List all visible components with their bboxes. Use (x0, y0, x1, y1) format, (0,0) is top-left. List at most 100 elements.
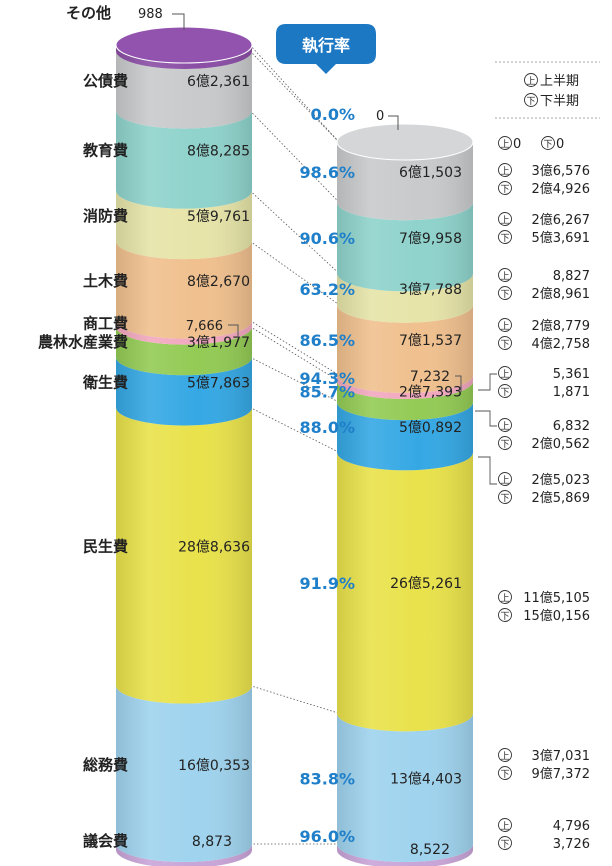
breakdown-bracket-2 (478, 373, 497, 391)
category-name-0: 議会費 (83, 832, 128, 850)
spent-value-5: 7,232 (410, 369, 450, 385)
spent-cylinder (336, 123, 474, 866)
spent-segment-shade-7 (337, 273, 473, 323)
second-half-mark-1: 下 (500, 770, 509, 780)
second-half-value-3: 2億5,869 (532, 490, 591, 506)
second-half-mark-6-circle (498, 336, 512, 350)
first-half-value-0: 4,796 (553, 819, 590, 834)
first-half-value-10: 0 (513, 137, 521, 152)
connector-line-7 (249, 240, 340, 306)
budget-segment-shade-2 (116, 407, 252, 704)
budget-value-1: 16億0,353 (178, 758, 250, 774)
rate-value-3: 88.0% (299, 418, 355, 437)
spent-value-7: 3億7,788 (399, 282, 462, 298)
category-name-8: 教育費 (82, 142, 128, 160)
budget-value-10: 988 (138, 7, 163, 22)
first-half-mark-2-circle (498, 590, 512, 604)
budget-cylinder (115, 26, 253, 866)
budget-value-7: 5億9,761 (187, 209, 250, 225)
chart-labels: 議会費 8,873 総務費 16億0,353 民生費 28億8,636 衛生費 5億7,863… (38, 4, 590, 858)
second-half-mark-3: 下 (500, 494, 509, 504)
second-half-value-9: 2億4,926 (532, 181, 591, 197)
budget-segment-shade-10 (116, 45, 252, 69)
spent-value-10: 0 (376, 109, 384, 124)
connector-line-3 (249, 407, 340, 453)
legend-first-label: 上半期 (540, 74, 579, 89)
second-half-mark-7: 下 (500, 290, 509, 300)
budget-top-cap (115, 26, 253, 64)
legend-second-mark-circle (524, 93, 538, 107)
half-breakdown-2: 上 11億5,105 下 15億0,156 (498, 590, 590, 624)
connector-lines (249, 44, 340, 845)
half-breakdown-7: 上 8,827 下 2億8,961 (498, 268, 591, 302)
second-half-mark-4-circle (498, 436, 512, 450)
category-name-7: 消防費 (83, 207, 128, 225)
connector-line-4 (249, 356, 340, 403)
first-half-mark-9-circle (498, 163, 512, 177)
rate-value-8: 90.6% (299, 229, 355, 248)
spent-value-3: 5億0,892 (399, 420, 462, 436)
rate-value-4: 85.7% (299, 383, 355, 402)
spent-segment-shade-9 (337, 142, 473, 221)
half-breakdown-1: 上 3億7,031 下 9億7,372 (498, 748, 590, 782)
second-half-value-6: 4億2,758 (532, 336, 591, 352)
first-half-mark-1-circle (498, 748, 512, 762)
second-half-value-4: 2億0,562 (532, 436, 591, 452)
first-half-mark-5: 上 (500, 369, 509, 380)
first-half-value-2: 11億5,105 (523, 590, 590, 606)
first-half-mark-8-circle (498, 212, 512, 226)
second-half-mark-5-circle (498, 384, 512, 398)
first-half-mark-8: 上 (500, 215, 509, 226)
spent-segment-shade-5 (337, 375, 473, 400)
first-half-mark-9: 上 (500, 166, 509, 177)
budget-segment-shade-9 (116, 51, 252, 129)
second-half-mark-8: 下 (500, 234, 509, 244)
second-half-mark-9: 下 (500, 185, 509, 195)
half-breakdown-9: 上 3億6,576 下 2億4,926 (498, 163, 591, 197)
spent-value-8: 7億9,958 (399, 231, 462, 247)
second-half-mark-5: 下 (500, 388, 509, 398)
second-half-value-8: 5億3,691 (532, 230, 591, 246)
budget-value-6: 8億2,670 (187, 274, 250, 290)
half-breakdown-8: 上 2億6,267 下 5億3,691 (498, 212, 591, 246)
rate-value-7: 63.2% (299, 280, 355, 299)
spent-value-1: 13億4,403 (390, 772, 462, 788)
half-breakdown-5: 上 5,361 下 1,871 (498, 366, 590, 400)
first-half-mark-10-circle (498, 136, 512, 150)
breakdown-bracket-0 (478, 456, 497, 485)
spent-segment-shade-4 (337, 381, 473, 421)
second-half-mark-0-circle (498, 836, 512, 850)
category-name-4: 農林水産業費 (38, 333, 128, 351)
legend-first-mark-circle (524, 73, 538, 87)
badge-label: 執行率 (302, 36, 350, 55)
budget-leader-5 (228, 324, 239, 338)
second-half-mark-3-circle (498, 490, 512, 504)
first-half-mark-4: 上 (500, 421, 509, 432)
spent-segment-shade-0 (337, 844, 473, 866)
first-half-value-5: 5,361 (553, 367, 590, 382)
budget-segment-shade-0 (116, 844, 252, 866)
spent-segment-shade-6 (337, 304, 473, 394)
second-half-value-0: 3,726 (553, 837, 590, 852)
spent-leader-10 (388, 115, 399, 130)
first-half-value-6: 2億8,779 (532, 318, 591, 334)
first-half-mark-10: 上 (500, 139, 509, 150)
half-legend: 上上半期下 下半期 (495, 61, 600, 119)
category-name-2: 民生費 (83, 537, 128, 555)
budget-value-5: 7,666 (186, 319, 223, 334)
budget-segment-shade-8 (116, 110, 252, 209)
connector-line-10 (249, 50, 340, 143)
first-half-value-3: 2億5,023 (532, 472, 591, 488)
second-half-mark-8-circle (498, 230, 512, 244)
budget-value-4: 3億1,977 (187, 335, 250, 351)
second-half-value-7: 2億8,961 (532, 286, 591, 302)
spent-segment-shade-2 (337, 452, 473, 732)
rate-value-2: 91.9% (299, 574, 355, 593)
first-half-mark-3-circle (498, 472, 512, 486)
budget-value-9: 6億2,361 (187, 74, 250, 90)
spent-top-cap (336, 123, 474, 161)
second-half-value-5: 1,871 (553, 385, 590, 400)
spent-value-6: 7億1,537 (399, 333, 462, 349)
rate-value-10: 0.0% (311, 105, 355, 124)
